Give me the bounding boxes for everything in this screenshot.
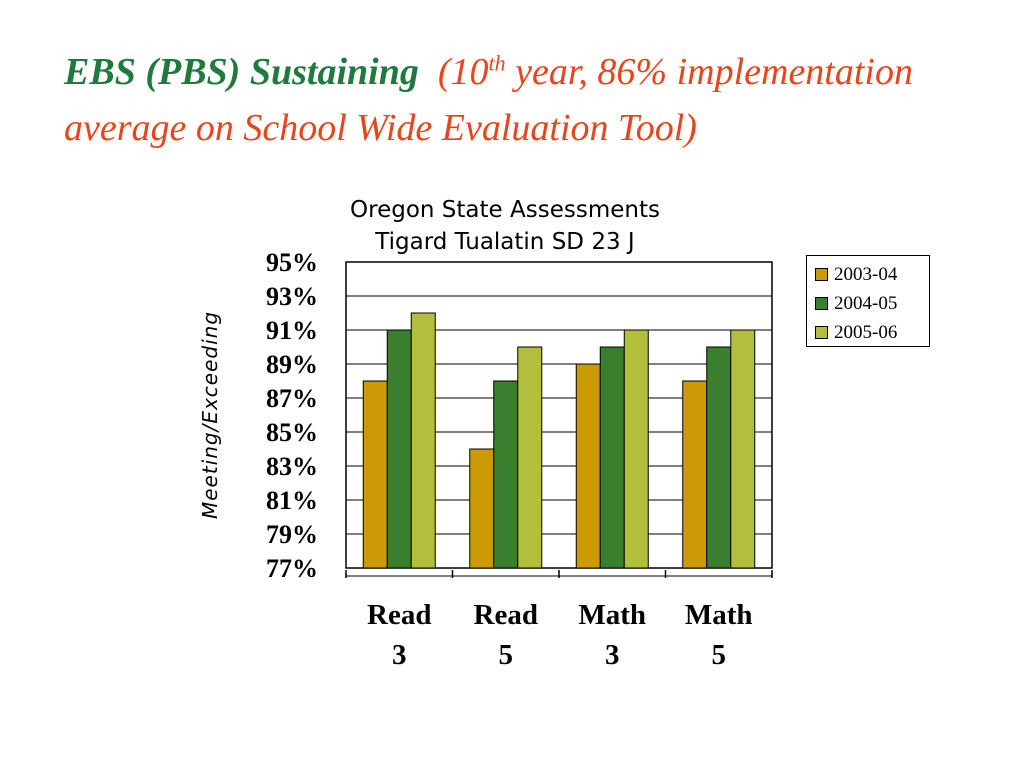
bar-2005-06-Math-3 xyxy=(623,329,649,569)
chart-title: Oregon State Assessments xyxy=(350,197,660,223)
bar-2004-05-Math-3 xyxy=(599,346,625,569)
x-tick-label: Math xyxy=(578,599,646,631)
y-tick-label: 77% xyxy=(266,554,318,583)
bar-2005-06-Math-5 xyxy=(730,329,756,569)
x-tick-label: Math xyxy=(685,599,753,631)
slide-title: EBS (PBS) Sustaining (10th year, 86% imp… xyxy=(64,44,964,156)
legend-swatch xyxy=(815,268,828,281)
x-tick-label: Read xyxy=(474,599,538,631)
bar-2004-05-Read-5 xyxy=(493,380,519,569)
legend-swatch xyxy=(815,297,828,310)
y-tick-label: 83% xyxy=(266,452,318,481)
bar-2003-04-Read-5 xyxy=(469,448,495,569)
legend-label: 2003-04 xyxy=(834,263,898,285)
bar-2004-05-Math-5 xyxy=(706,346,732,569)
legend-item: 2005-06 xyxy=(815,318,929,347)
bar-2005-06-Read-5 xyxy=(517,346,543,569)
y-tick-label: 95% xyxy=(266,248,318,277)
chart-subtitle: Tigard Tualatin SD 23 J xyxy=(375,229,635,255)
legend-item: 2003-04 xyxy=(815,260,929,289)
y-tick-label: 93% xyxy=(266,282,318,311)
slide-title-subtext: (10th year, 86% implementation average o… xyxy=(64,50,913,149)
bar-2003-04-Read-3 xyxy=(362,380,388,569)
x-tick-label: 5 xyxy=(712,639,727,671)
x-tick-label: 3 xyxy=(392,639,407,671)
legend-label: 2004-05 xyxy=(834,292,898,314)
legend-item: 2004-05 xyxy=(815,289,929,318)
slide-title-bold: EBS (PBS) Sustaining xyxy=(64,51,419,93)
bar-2005-06-Read-3 xyxy=(410,312,436,569)
y-tick-label: 91% xyxy=(266,316,318,345)
legend-swatch xyxy=(815,326,828,339)
plot-area xyxy=(345,261,773,569)
x-tick-label: 5 xyxy=(499,639,514,671)
bar-2003-04-Math-3 xyxy=(575,363,601,569)
y-tick-label: 81% xyxy=(266,486,318,515)
y-tick-label: 87% xyxy=(266,384,318,413)
chart-legend: 2003-04 2004-05 2005-06 xyxy=(806,255,930,347)
y-tick-label: 79% xyxy=(266,520,318,549)
bar-2003-04-Math-5 xyxy=(682,380,708,569)
bar-2004-05-Read-3 xyxy=(386,329,412,569)
x-tick-label: Read xyxy=(367,599,431,631)
y-tick-label: 85% xyxy=(266,418,318,447)
legend-label: 2005-06 xyxy=(834,321,898,343)
y-tick-label: 89% xyxy=(266,350,318,379)
x-tick-label: 3 xyxy=(605,639,620,671)
